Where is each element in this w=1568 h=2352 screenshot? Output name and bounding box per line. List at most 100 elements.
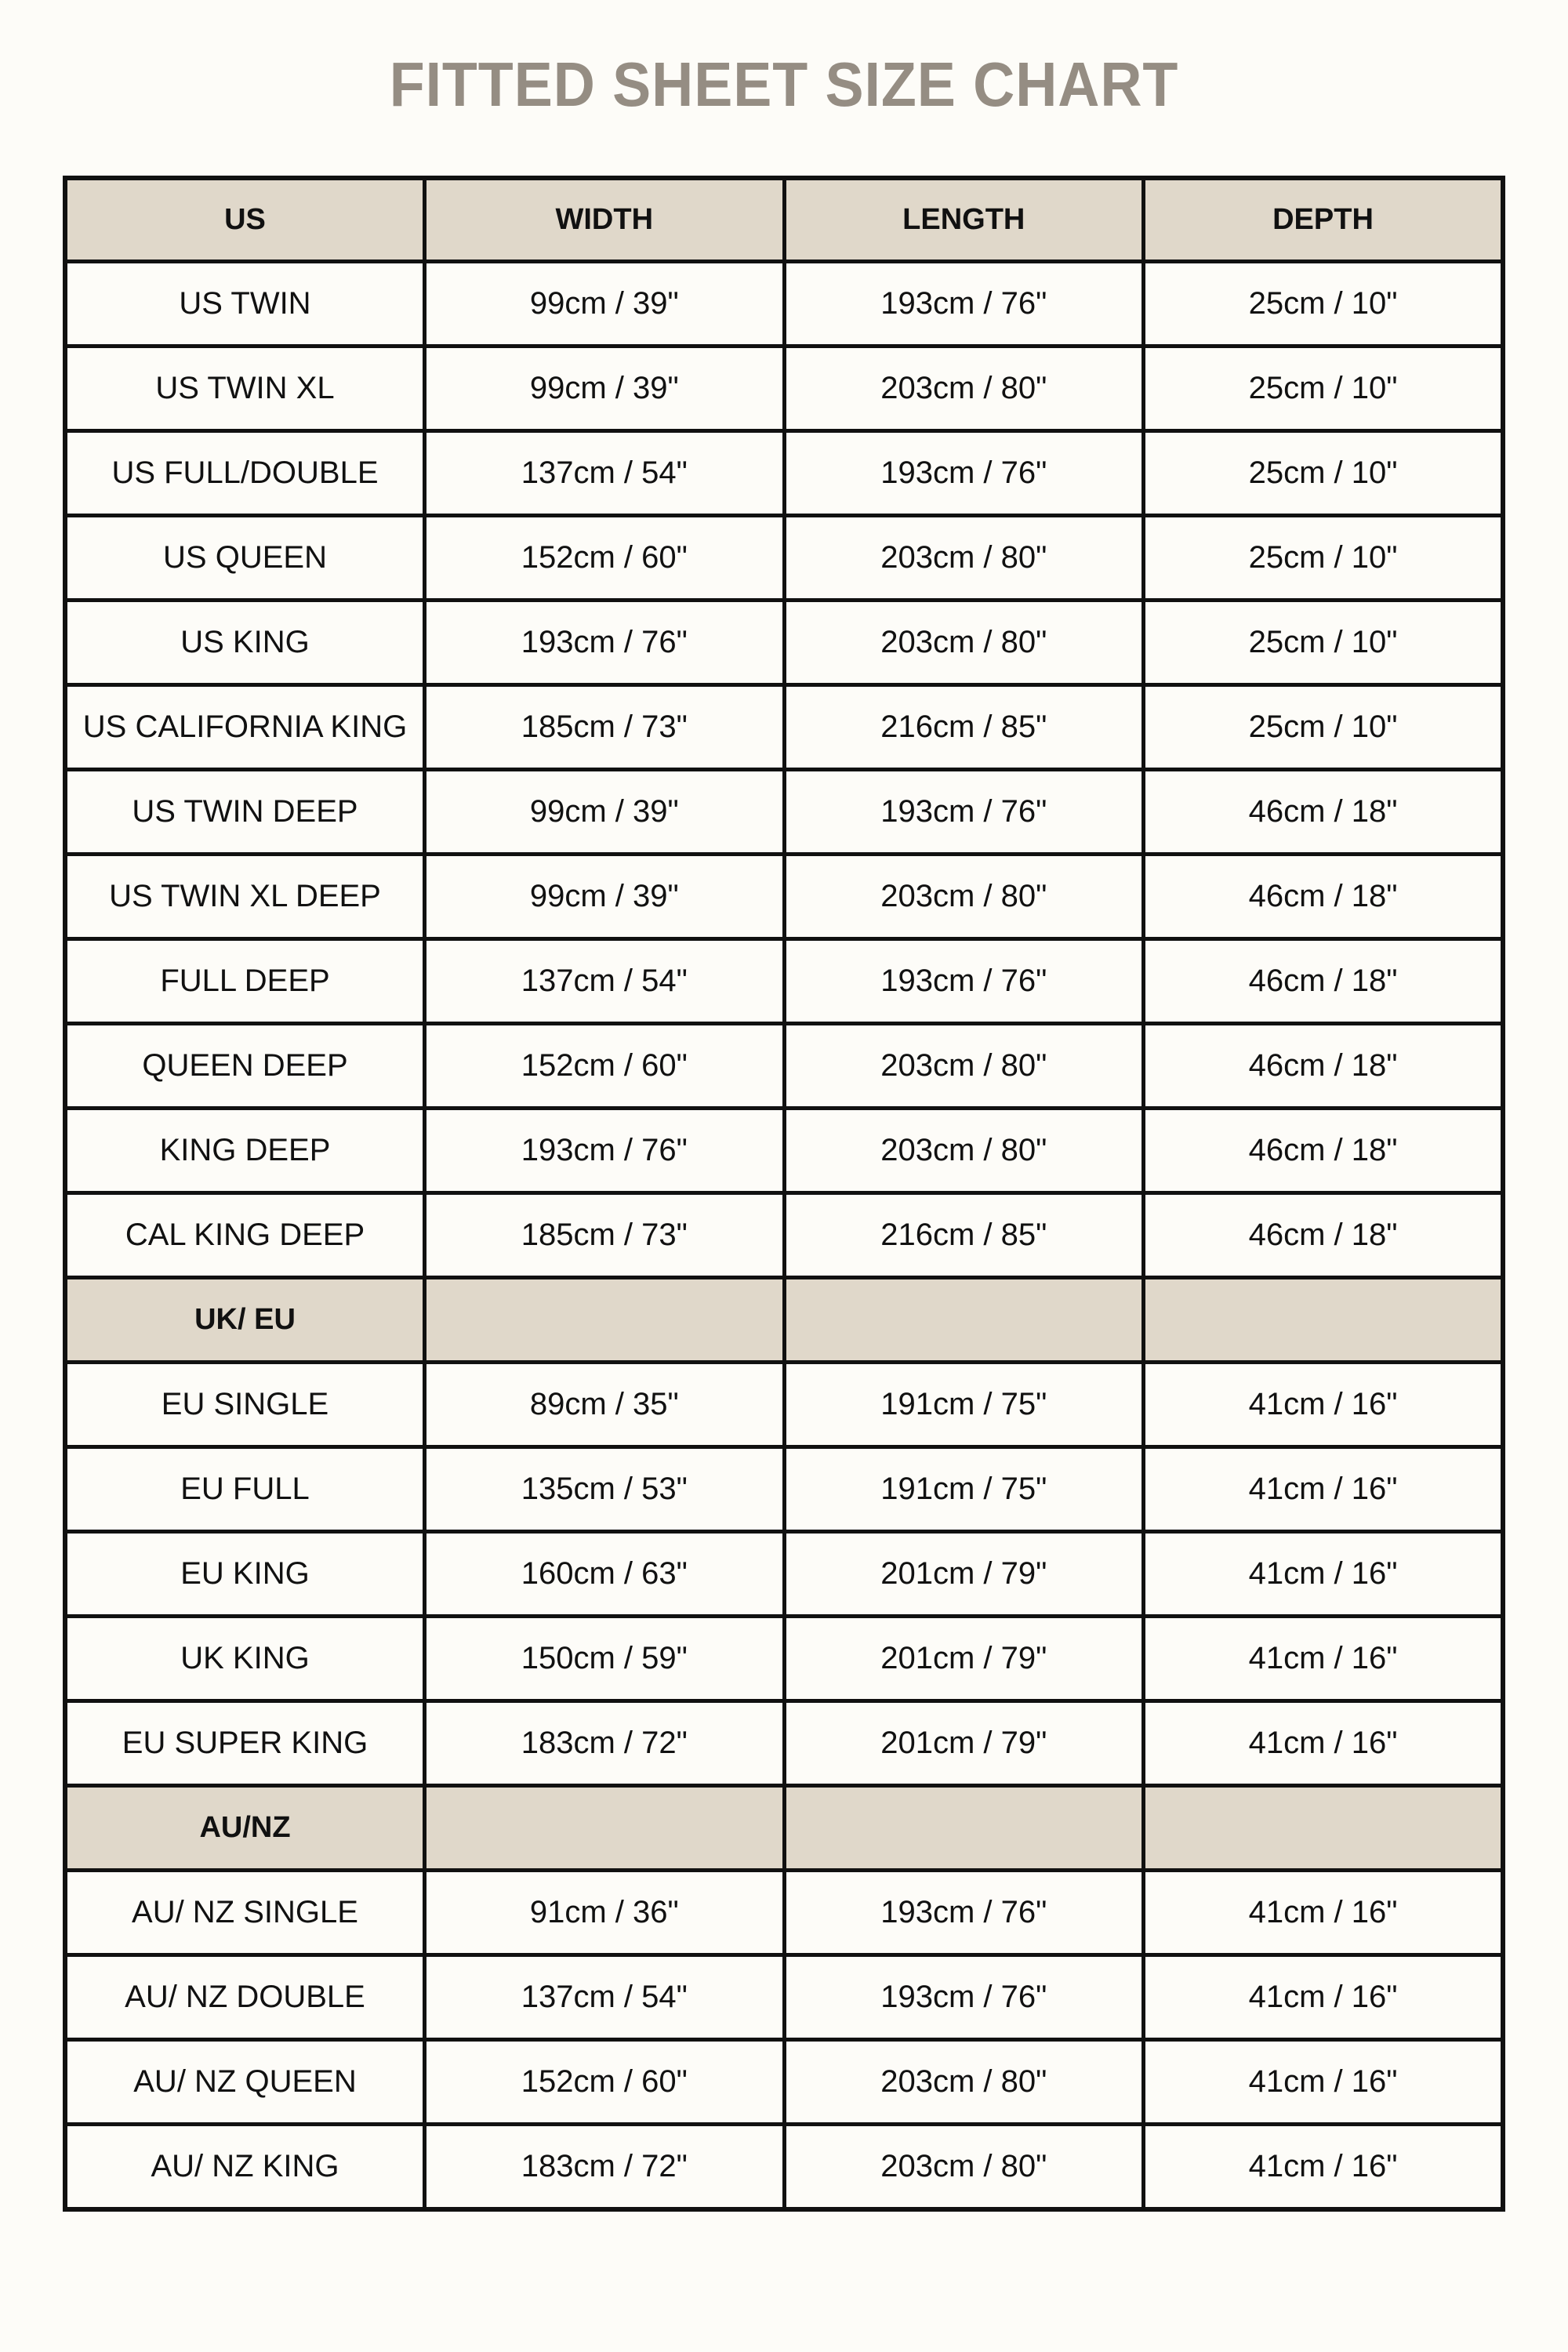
cell-width: 152cm / 60" [423, 2038, 786, 2126]
cell-length: 216cm / 85" [782, 683, 1145, 771]
table-row: US TWIN DEEP 99cm / 39" 193cm / 76" 46cm / … [63, 768, 1505, 856]
cell-width: 183cm / 72" [423, 1699, 786, 1788]
cell-size-name: US FULL/DOUBLE [63, 429, 426, 517]
cell-length: 203cm / 80" [782, 2122, 1145, 2212]
table-row: AU/ NZ DOUBLE 137cm / 54" 193cm / 76" 41cm … [63, 1953, 1505, 2042]
cell-depth: 46cm / 18" [1142, 768, 1505, 856]
table-row: KING DEEP 193cm / 76" 203cm / 80" 46cm / 18… [63, 1106, 1505, 1195]
cell-width: 137cm / 54" [423, 937, 786, 1025]
cell-size-name: US TWIN DEEP [63, 768, 426, 856]
cell-width: 135cm / 53" [423, 1445, 786, 1534]
section-empty-cell [423, 1784, 786, 1872]
section-header-row: AU/NZ [63, 1784, 1505, 1872]
table-row: EU SUPER KING 183cm / 72" 201cm / 79" 41cm … [63, 1699, 1505, 1788]
cell-size-name: US TWIN XL [63, 344, 426, 433]
cell-length: 201cm / 79" [782, 1699, 1145, 1788]
cell-size-name: EU KING [63, 1530, 426, 1618]
cell-size-name: EU SUPER KING [63, 1699, 426, 1788]
cell-depth: 46cm / 18" [1142, 1106, 1505, 1195]
cell-length: 203cm / 80" [782, 598, 1145, 687]
cell-depth: 25cm / 10" [1142, 683, 1505, 771]
cell-depth: 41cm / 16" [1142, 1360, 1505, 1449]
cell-length: 193cm / 76" [782, 260, 1145, 348]
table-row: EU KING 160cm / 63" 201cm / 79" 41cm / 16" [63, 1530, 1505, 1618]
cell-depth: 41cm / 16" [1142, 1868, 1505, 1957]
header-width: WIDTH [423, 176, 786, 263]
section-empty-cell [782, 1276, 1145, 1364]
cell-width: 152cm / 60" [423, 1022, 786, 1110]
cell-size-name: EU SINGLE [63, 1360, 426, 1449]
cell-size-name: US CALIFORNIA KING [63, 683, 426, 771]
table-row: UK KING 150cm / 59" 201cm / 79" 41cm / 16" [63, 1614, 1505, 1703]
table-row: CAL KING DEEP 185cm / 73" 216cm / 85" 46cm … [63, 1191, 1505, 1279]
cell-length: 191cm / 75" [782, 1445, 1145, 1534]
cell-size-name: US TWIN XL DEEP [63, 852, 426, 941]
cell-width: 185cm / 73" [423, 1191, 786, 1279]
cell-depth: 25cm / 10" [1142, 260, 1505, 348]
header-length: LENGTH [782, 176, 1145, 263]
cell-size-name: UK KING [63, 1614, 426, 1703]
section-empty-cell [782, 1784, 1145, 1872]
cell-depth: 41cm / 16" [1142, 1699, 1505, 1788]
section-header-row: UK/ EU [63, 1276, 1505, 1364]
cell-size-name: AU/ NZ DOUBLE [63, 1953, 426, 2042]
section-label: UK/ EU [63, 1276, 426, 1364]
cell-depth: 41cm / 16" [1142, 1445, 1505, 1534]
table-row: EU SINGLE 89cm / 35" 191cm / 75" 41cm / 16" [63, 1360, 1505, 1449]
cell-depth: 46cm / 18" [1142, 852, 1505, 941]
cell-depth: 25cm / 10" [1142, 598, 1505, 687]
header-depth: DEPTH [1142, 176, 1505, 263]
table-row: US CALIFORNIA KING 185cm / 73" 216cm / 85"… [63, 683, 1505, 771]
table-row: FULL DEEP 137cm / 54" 193cm / 76" 46cm / 18… [63, 937, 1505, 1025]
cell-width: 99cm / 39" [423, 852, 786, 941]
table-row: US QUEEN 152cm / 60" 203cm / 80" 25cm / 10" [63, 514, 1505, 602]
cell-depth: 46cm / 18" [1142, 1022, 1505, 1110]
cell-size-name: QUEEN DEEP [63, 1022, 426, 1110]
section-empty-cell [1142, 1784, 1505, 1872]
cell-length: 203cm / 80" [782, 514, 1145, 602]
table-header-row: US WIDTH LENGTH DEPTH [63, 176, 1505, 263]
cell-size-name: US QUEEN [63, 514, 426, 602]
size-chart-table: US WIDTH LENGTH DEPTH US TWIN 99cm / 39" 1… [63, 176, 1505, 2212]
header-us: US [63, 176, 426, 263]
cell-depth: 41cm / 16" [1142, 1614, 1505, 1703]
cell-length: 193cm / 76" [782, 429, 1145, 517]
table-row: AU/ NZ QUEEN 152cm / 60" 203cm / 80" 41cm /… [63, 2038, 1505, 2126]
cell-length: 193cm / 76" [782, 937, 1145, 1025]
cell-width: 137cm / 54" [423, 429, 786, 517]
cell-depth: 46cm / 18" [1142, 1191, 1505, 1279]
cell-size-name: AU/ NZ QUEEN [63, 2038, 426, 2126]
cell-depth: 25cm / 10" [1142, 429, 1505, 517]
table-row: AU/ NZ SINGLE 91cm / 36" 193cm / 76" 41cm /… [63, 1868, 1505, 1957]
cell-width: 99cm / 39" [423, 344, 786, 433]
page-title: FITTED SHEET SIZE CHART [389, 49, 1179, 119]
cell-width: 152cm / 60" [423, 514, 786, 602]
cell-length: 193cm / 76" [782, 1868, 1145, 1957]
cell-length: 203cm / 80" [782, 852, 1145, 941]
cell-length: 201cm / 79" [782, 1530, 1145, 1618]
cell-size-name: AU/ NZ KING [63, 2122, 426, 2212]
cell-size-name: FULL DEEP [63, 937, 426, 1025]
table-row: US TWIN XL 99cm / 39" 203cm / 80" 25cm / 10… [63, 344, 1505, 433]
cell-width: 137cm / 54" [423, 1953, 786, 2042]
cell-size-name: AU/ NZ SINGLE [63, 1868, 426, 1957]
cell-depth: 25cm / 10" [1142, 344, 1505, 433]
cell-width: 183cm / 72" [423, 2122, 786, 2212]
cell-size-name: CAL KING DEEP [63, 1191, 426, 1279]
cell-depth: 41cm / 16" [1142, 2122, 1505, 2212]
cell-width: 99cm / 39" [423, 768, 786, 856]
cell-width: 91cm / 36" [423, 1868, 786, 1957]
section-label: AU/NZ [63, 1784, 426, 1872]
table-row: US TWIN XL DEEP 99cm / 39" 203cm / 80" 46cm… [63, 852, 1505, 941]
cell-size-name: KING DEEP [63, 1106, 426, 1195]
cell-depth: 41cm / 16" [1142, 1530, 1505, 1618]
section-empty-cell [423, 1276, 786, 1364]
table-row: US TWIN 99cm / 39" 193cm / 76" 25cm / 10" [63, 260, 1505, 348]
cell-depth: 41cm / 16" [1142, 2038, 1505, 2126]
table-row: QUEEN DEEP 152cm / 60" 203cm / 80" 46cm / 1… [63, 1022, 1505, 1110]
cell-length: 203cm / 80" [782, 344, 1145, 433]
cell-length: 191cm / 75" [782, 1360, 1145, 1449]
cell-width: 193cm / 76" [423, 1106, 786, 1195]
cell-width: 160cm / 63" [423, 1530, 786, 1618]
cell-size-name: US TWIN [63, 260, 426, 348]
